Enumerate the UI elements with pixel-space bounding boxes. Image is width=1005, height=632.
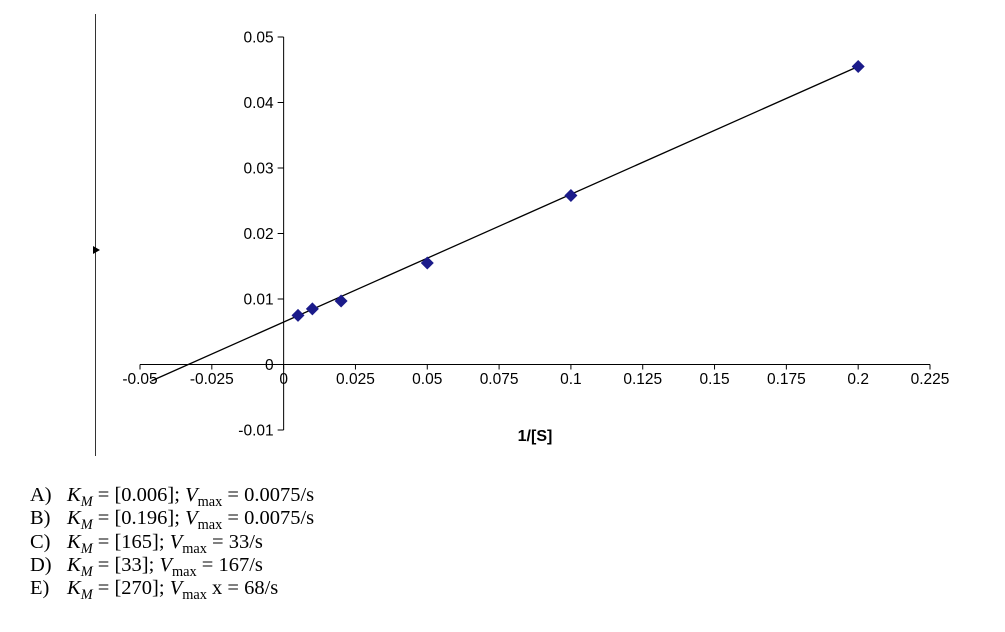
data-point	[334, 294, 348, 308]
x-axis-title: 1/[S]	[518, 428, 553, 445]
lineweaver-burk-chart: -0.05 -0.025 0 0.025 0.05 0.075 0.1 0.125 0.15 0.…	[93, 14, 950, 456]
vmax-value: x = 68/s	[206, 577, 279, 600]
km-symbol: KM	[67, 530, 93, 557]
km-symbol: KM	[67, 484, 93, 511]
x-tick-label: 0.225	[911, 371, 950, 388]
x-tick-label: -0.025	[190, 371, 234, 388]
vmax-symbol: Vmax	[159, 553, 197, 580]
x-tick-label: 0	[279, 371, 288, 388]
vmax-value: = 0.0075/s	[222, 507, 315, 530]
km-value: = [0.196];	[92, 507, 186, 530]
vmax-value: = 167/s	[196, 553, 263, 576]
y-tick-label: -0.01	[238, 423, 273, 440]
answer-option-d: D) KM = [33]; Vmax = 167/s	[30, 553, 314, 580]
x-tick-label: 0.1	[560, 371, 582, 388]
answer-letter: E)	[30, 577, 50, 600]
answer-option-c: C) KM = [165]; Vmax = 33/s	[30, 530, 314, 557]
x-tick-label: 0.15	[699, 371, 729, 388]
answer-option-e: E) KM = [270]; Vmax x = 68/s	[30, 577, 314, 604]
x-tick-label: 0.175	[767, 371, 806, 388]
km-symbol: KM	[67, 507, 93, 534]
y-tick-label: 0.01	[243, 292, 273, 309]
data-point	[291, 308, 305, 322]
y-tick-label: 0.05	[243, 30, 273, 47]
x-tick-label: 0.025	[336, 371, 375, 388]
y-tick-label: 0.02	[243, 226, 273, 243]
answer-option-b: B) KM = [0.196]; Vmax = 0.0075/s	[30, 507, 315, 534]
km-value: = [165];	[92, 530, 170, 553]
answer-letter: B)	[30, 507, 51, 530]
answer-option-a: A) KM = [0.006]; Vmax = 0.0075/s	[30, 484, 315, 511]
chart-container: -0.05 -0.025 0 0.025 0.05 0.075 0.1 0.125 0.15 0.…	[93, 14, 950, 456]
answer-letter: A)	[30, 484, 52, 506]
answer-letter: C)	[30, 530, 51, 553]
x-tick-label: 0.05	[412, 371, 442, 388]
x-tick-label: 0.075	[480, 371, 519, 388]
data-point	[305, 302, 319, 316]
vmax-value: = 0.0075/s	[222, 484, 315, 506]
y-axis-marker	[93, 246, 100, 254]
km-value: = [270];	[92, 577, 170, 600]
y-tick-label: 0.03	[243, 161, 273, 178]
km-symbol: KM	[67, 553, 93, 580]
x-tick-label: 0.2	[847, 371, 869, 388]
vmax-value: = 33/s	[206, 530, 263, 553]
data-point	[851, 59, 865, 73]
trend-line	[151, 65, 859, 382]
vmax-symbol: Vmax	[185, 484, 223, 511]
vmax-symbol: Vmax	[169, 530, 207, 557]
vmax-symbol: Vmax	[185, 507, 223, 534]
km-value: = [0.006];	[92, 484, 186, 506]
answer-options: A) KM = [0.006]; Vmax = 0.0075/s B) KM = […	[30, 484, 315, 604]
km-value: = [33];	[92, 553, 160, 576]
y-tick-label: 0.04	[243, 95, 274, 112]
vmax-symbol: Vmax	[169, 577, 207, 604]
answer-letter: D)	[30, 553, 52, 576]
y-tick-label: 0	[265, 357, 274, 374]
data-point	[564, 189, 578, 203]
x-tick-label: -0.05	[122, 371, 157, 388]
km-symbol: KM	[67, 577, 93, 604]
x-tick-label: 0.125	[623, 371, 662, 388]
data-point	[420, 256, 434, 270]
